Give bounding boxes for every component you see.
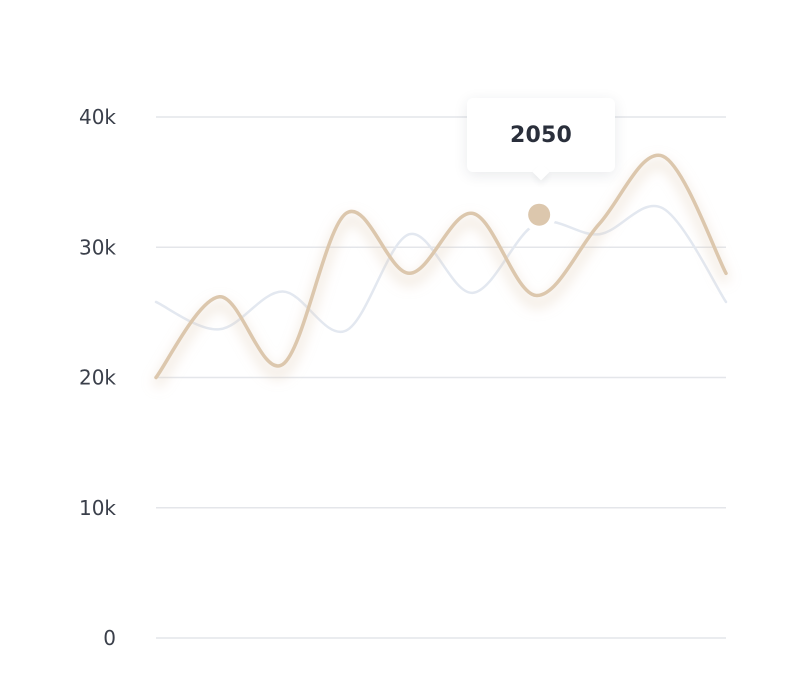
y-tick-label: 40k bbox=[79, 105, 116, 129]
y-tick-label: 20k bbox=[79, 366, 116, 390]
tooltip-value: 2050 bbox=[509, 122, 573, 148]
highlight-point[interactable] bbox=[528, 203, 551, 226]
y-tick-label: 0 bbox=[103, 626, 116, 650]
series-line-shadow bbox=[151, 158, 731, 389]
series-layer bbox=[151, 153, 731, 389]
y-axis-ticks: 40k 30k 20k 10k 0 bbox=[79, 105, 116, 650]
y-tick-label: 30k bbox=[79, 235, 116, 259]
marker-layer bbox=[522, 197, 557, 232]
value-tooltip: 2050 bbox=[467, 98, 615, 172]
y-tick-label: 10k bbox=[79, 496, 116, 520]
grid-layer bbox=[156, 116, 726, 639]
series-line-secondary bbox=[154, 204, 728, 334]
series-line-primary bbox=[154, 153, 728, 380]
